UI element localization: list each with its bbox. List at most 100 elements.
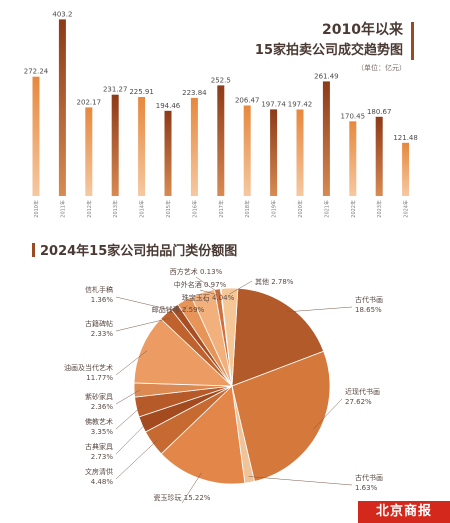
pie-leader-line bbox=[286, 306, 353, 313]
bar-value-label: 223.84 bbox=[182, 89, 207, 97]
bar bbox=[296, 109, 304, 196]
bar bbox=[164, 110, 172, 196]
bar-category-label: 2013年 bbox=[112, 200, 119, 218]
bar-value-label: 194.46 bbox=[156, 102, 181, 110]
pie-slice-pct: 27.62% bbox=[345, 398, 372, 406]
pie-slice-label: 瓷玉珍玩 15.22% bbox=[154, 493, 211, 502]
bar bbox=[322, 81, 330, 196]
bar bbox=[190, 97, 198, 196]
pie-slice-name: 古籍碑帖 bbox=[85, 319, 113, 328]
bar-chart-unit: （单位：亿元） bbox=[357, 63, 406, 72]
pie-leader-line bbox=[204, 298, 209, 304]
pie-slice-pct: 2.33% bbox=[91, 330, 114, 338]
pie-leader-line bbox=[313, 398, 343, 430]
bar-value-label: 272.24 bbox=[24, 68, 49, 76]
pie-leader-line bbox=[115, 405, 143, 430]
pie-slice bbox=[133, 318, 234, 387]
bar-value-label: 206.47 bbox=[235, 97, 260, 105]
pie-slice-name: 油画及当代艺术 bbox=[64, 363, 113, 372]
bar bbox=[85, 107, 93, 196]
pie-labels: 古代书画 18.65% 近现代书画 27.62% 古代书画 1.63% 瓷玉珍玩 15.22… bbox=[64, 267, 383, 504]
pie-slice bbox=[160, 385, 246, 485]
pie-slice-pct: 2.36% bbox=[91, 403, 114, 411]
bar-category-label: 2021年 bbox=[323, 200, 330, 218]
pie-slice bbox=[231, 287, 325, 387]
bar-category-label: 2010年 bbox=[33, 200, 40, 218]
pie-slice-name: 近现代书画 bbox=[345, 387, 380, 396]
bar bbox=[111, 94, 119, 196]
pie-slice-label: 其他 2.78% bbox=[255, 277, 294, 286]
pie-slice-label: 邮品钱币 2.59% bbox=[152, 305, 205, 314]
bar-value-label: 202.17 bbox=[77, 98, 102, 106]
bar-category-label: 2017年 bbox=[218, 200, 225, 218]
bar-category-label: 2018年 bbox=[244, 200, 251, 218]
pie-slice-name: 古代书画 bbox=[355, 295, 383, 304]
bar-value-label: 252.5 bbox=[211, 76, 231, 84]
bar bbox=[402, 142, 410, 196]
bar-category-label: 2024年 bbox=[403, 200, 410, 218]
bar-category-label: 2023年 bbox=[376, 200, 383, 218]
bar-chart-title-line1: 2010年以来 bbox=[322, 21, 404, 38]
bar-category-label: 2011年 bbox=[59, 200, 66, 218]
pie-leader-line bbox=[248, 476, 353, 486]
bar-value-label: 225.91 bbox=[129, 88, 154, 96]
pie-slice-pct: 18.65% bbox=[355, 306, 382, 314]
bar-category-label: 2015年 bbox=[165, 200, 172, 218]
pie-slice-name: 文房清供 bbox=[85, 467, 113, 476]
pie-slice-name: 佛教艺术 bbox=[85, 417, 113, 426]
bar-chart: 272.24 2010年 403.2 2011年 202.17 2012年 231.27 20… bbox=[24, 10, 418, 217]
pie-slice-label: 珠宝玉石 4.04% bbox=[182, 293, 235, 302]
bar bbox=[58, 19, 66, 197]
bar-value-label: 197.42 bbox=[288, 101, 313, 109]
pie-leader-line bbox=[115, 296, 178, 312]
pie-title-accent-bar bbox=[32, 243, 35, 257]
bar-category-label: 2020年 bbox=[297, 200, 304, 218]
pie-leader-line bbox=[115, 317, 170, 332]
pie-slice-pct: 4.48% bbox=[91, 478, 114, 486]
pie-slice-name: 古代书画 bbox=[355, 473, 383, 482]
bar-chart-title-line2: 15家拍卖公司成交趋势图 bbox=[255, 42, 403, 58]
pie-slice-pct: 2.73% bbox=[91, 453, 114, 461]
pie-chart bbox=[133, 287, 331, 485]
pie-leader-line bbox=[229, 280, 253, 295]
pie-slice-pct: 11.77% bbox=[86, 374, 113, 382]
bar-category-label: 2014年 bbox=[139, 200, 146, 218]
bar-value-label: 197.74 bbox=[261, 100, 286, 108]
bar bbox=[138, 97, 146, 196]
bar-value-label: 180.67 bbox=[367, 108, 392, 116]
pie-leader-line bbox=[199, 289, 219, 296]
brand-logo: 北京商报 bbox=[358, 501, 450, 523]
pie-slice-name: 信札手稿 bbox=[85, 285, 113, 294]
pie-leader-line bbox=[115, 439, 158, 480]
pie-slice-label: 中外名酒 0.97% bbox=[174, 280, 227, 289]
pie-leader-line bbox=[177, 305, 188, 316]
title-accent-bar bbox=[411, 22, 414, 60]
pie-slice bbox=[231, 350, 331, 482]
bar-value-label: 403.2 bbox=[52, 10, 72, 18]
pie-slice-pct: 1.63% bbox=[355, 484, 378, 492]
bar bbox=[375, 116, 383, 196]
pie-chart-title: 2024年15家公司拍品门类份额图 bbox=[40, 243, 237, 259]
bar bbox=[217, 85, 225, 196]
pie-leader-line bbox=[115, 389, 141, 405]
bar-category-label: 2019年 bbox=[271, 200, 278, 218]
bar-value-label: 170.45 bbox=[341, 112, 366, 120]
pie-slice bbox=[220, 287, 239, 387]
bar-chart-title: 2010年以来 15家拍卖公司成交趋势图 bbox=[255, 21, 404, 58]
bar bbox=[32, 76, 40, 196]
pie-slice-name: 古典家具 bbox=[85, 442, 113, 451]
bar-category-label: 2016年 bbox=[191, 200, 198, 218]
pie-leader-line bbox=[181, 472, 202, 504]
bar-value-label: 231.27 bbox=[103, 86, 128, 94]
pie-slice-pct: 1.36% bbox=[91, 296, 114, 304]
pie-slice-name: 紫砂家具 bbox=[85, 392, 113, 401]
bar bbox=[349, 121, 357, 196]
bar-value-label: 261.49 bbox=[314, 72, 339, 80]
pie-leader-line bbox=[115, 422, 148, 455]
pie-slice-pct: 3.35% bbox=[91, 428, 114, 436]
pie-leader-line bbox=[115, 350, 148, 376]
bar bbox=[243, 105, 251, 196]
pie-leader-line bbox=[195, 276, 222, 295]
bar-value-label: 121.48 bbox=[393, 134, 418, 142]
